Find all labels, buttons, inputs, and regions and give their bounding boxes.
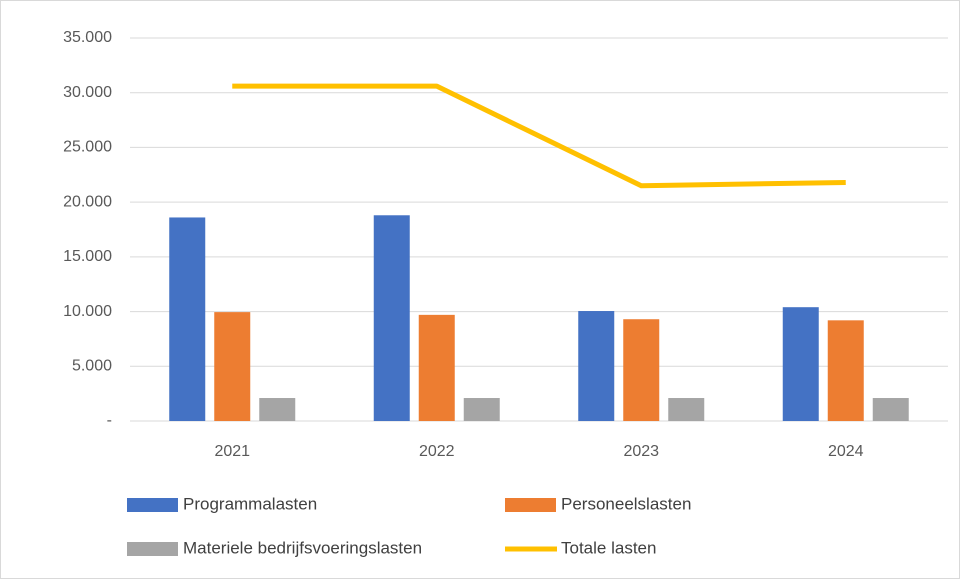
y-tick-label: 20.000 (63, 193, 112, 210)
y-tick-label: 30.000 (63, 84, 112, 101)
legend-label: Totale lasten (561, 538, 656, 557)
y-tick-label: 5.000 (72, 358, 112, 375)
y-tick-label: 15.000 (63, 248, 112, 265)
bar (827, 320, 864, 421)
legend-label: Programmalasten (183, 494, 317, 513)
bar (623, 319, 660, 421)
bar (373, 215, 410, 421)
legend-swatch (505, 498, 556, 512)
bar (668, 398, 705, 421)
legend-label: Materiele bedrijfsvoeringslasten (183, 538, 422, 557)
bar (259, 398, 296, 421)
x-tick-label: 2021 (214, 443, 250, 460)
x-tick-label: 2023 (623, 443, 659, 460)
bar (872, 398, 909, 421)
legend-swatch (127, 542, 178, 556)
y-tick-label: 25.000 (63, 139, 112, 156)
x-tick-label: 2022 (419, 443, 455, 460)
bar (169, 217, 206, 421)
bar (782, 307, 819, 421)
bar (463, 398, 500, 421)
x-tick-label: 2024 (828, 443, 864, 460)
y-tick-label: - (107, 412, 112, 429)
bar (214, 312, 251, 421)
legend-swatch (127, 498, 178, 512)
bar (418, 314, 455, 421)
y-tick-label: 35.000 (63, 29, 112, 46)
y-tick-label: 10.000 (63, 303, 112, 320)
legend-label: Personeelslasten (561, 494, 691, 513)
line (232, 83, 846, 189)
bar (578, 311, 615, 421)
